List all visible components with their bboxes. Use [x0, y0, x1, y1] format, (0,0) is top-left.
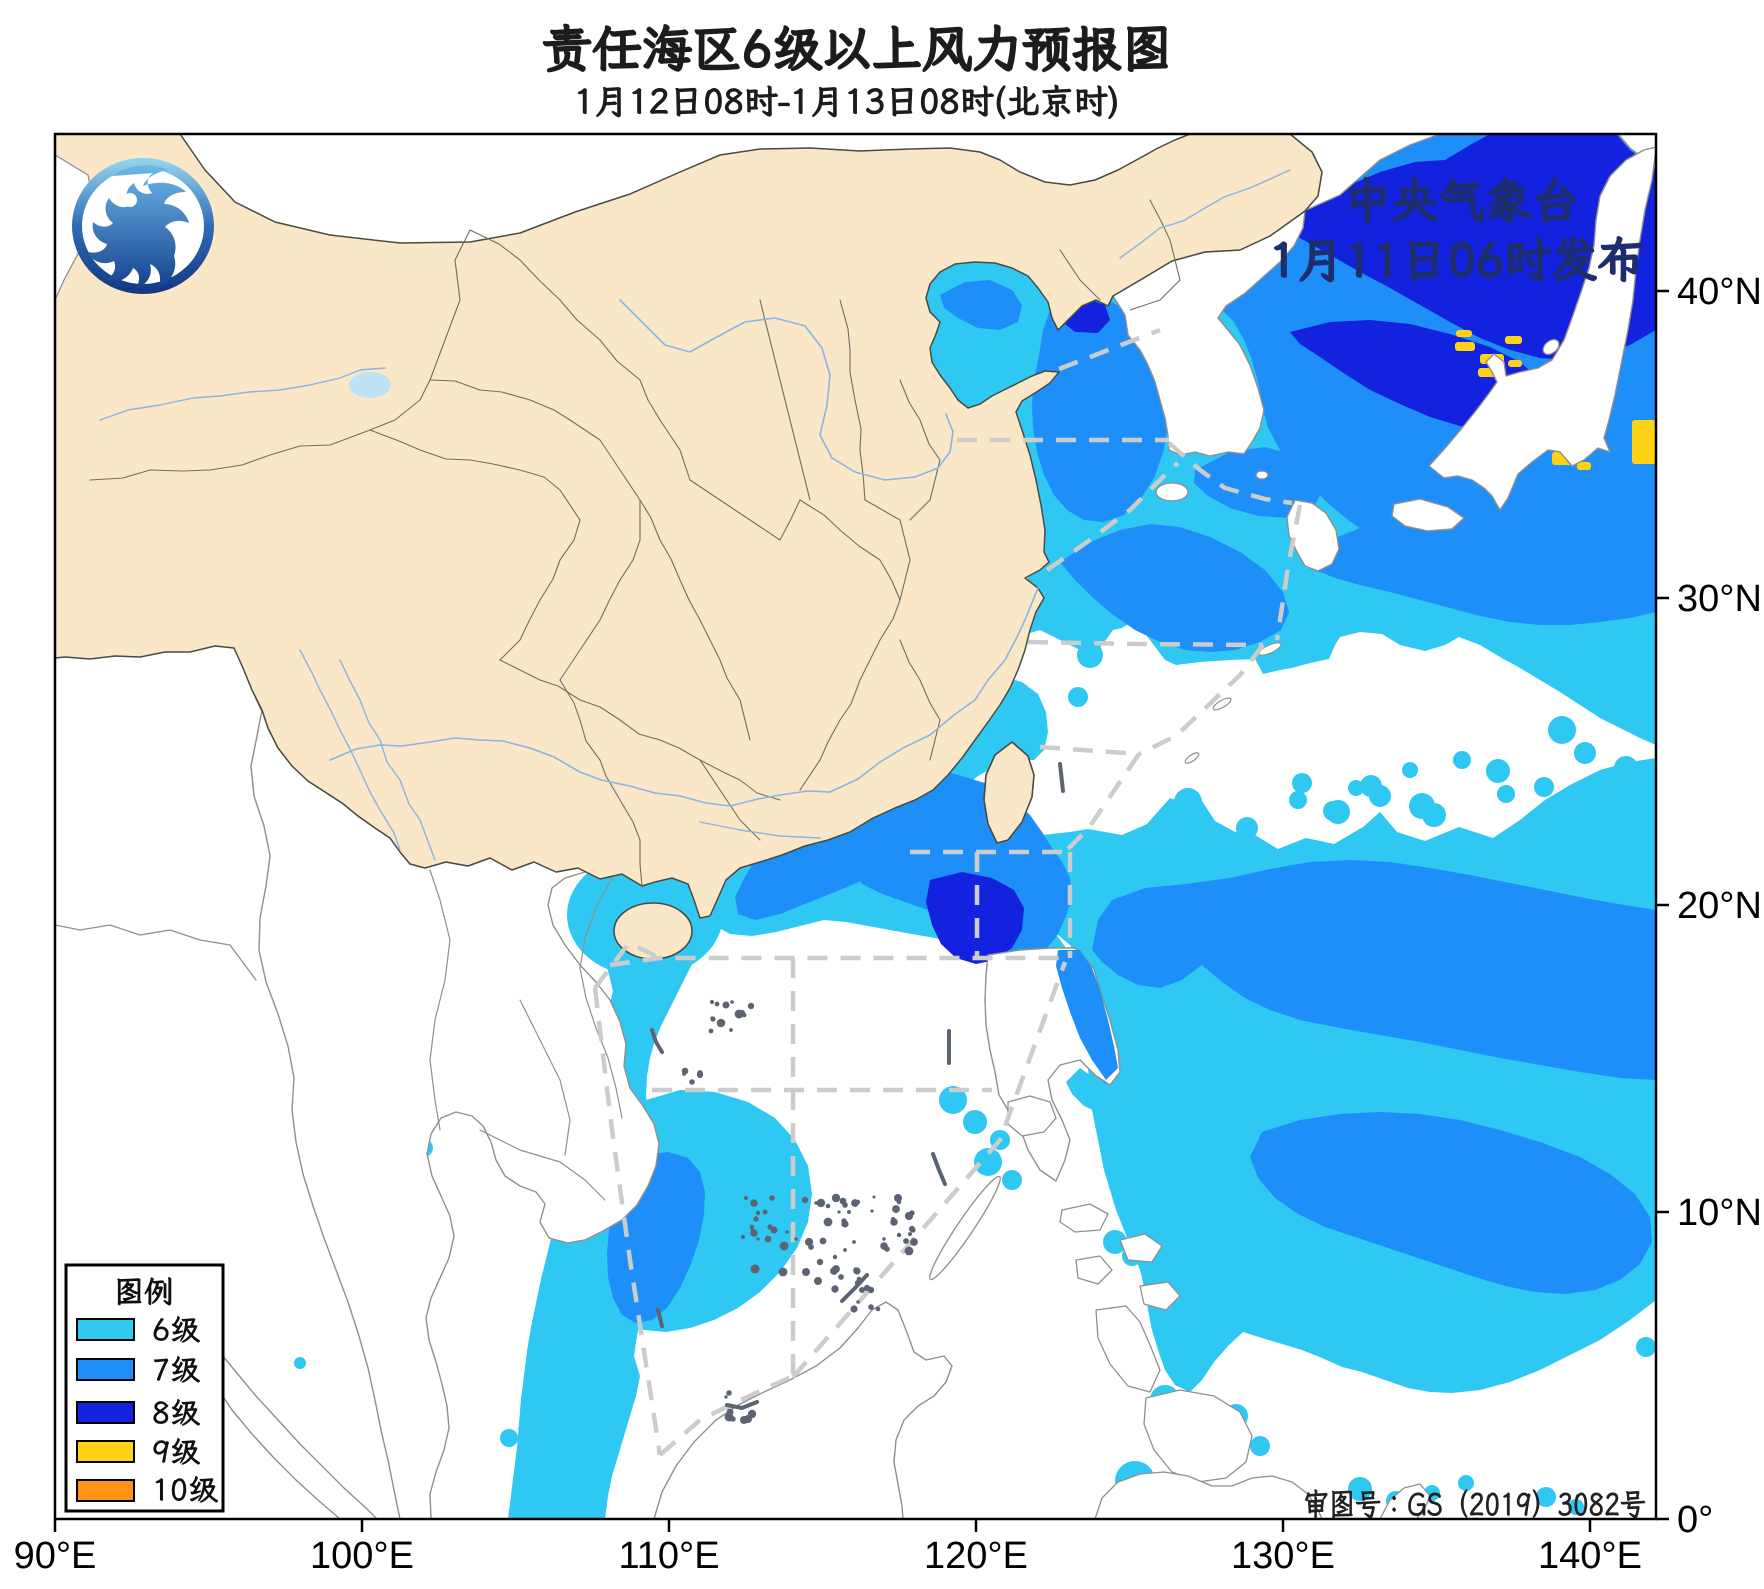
svg-text:120°E: 120°E — [924, 1535, 1028, 1577]
svg-text:30°N: 30°N — [1677, 578, 1762, 620]
svg-text:130°E: 130°E — [1231, 1535, 1335, 1577]
svg-text:10°N: 10°N — [1677, 1192, 1762, 1234]
svg-text:0°: 0° — [1677, 1499, 1713, 1541]
svg-text:110°E: 110°E — [618, 1535, 719, 1577]
svg-text:100°E: 100°E — [310, 1535, 414, 1577]
svg-text:20°N: 20°N — [1677, 885, 1762, 927]
svg-text:90°E: 90°E — [14, 1535, 97, 1577]
svg-text:140°E: 140°E — [1538, 1535, 1642, 1577]
svg-text:40°N: 40°N — [1677, 271, 1762, 313]
